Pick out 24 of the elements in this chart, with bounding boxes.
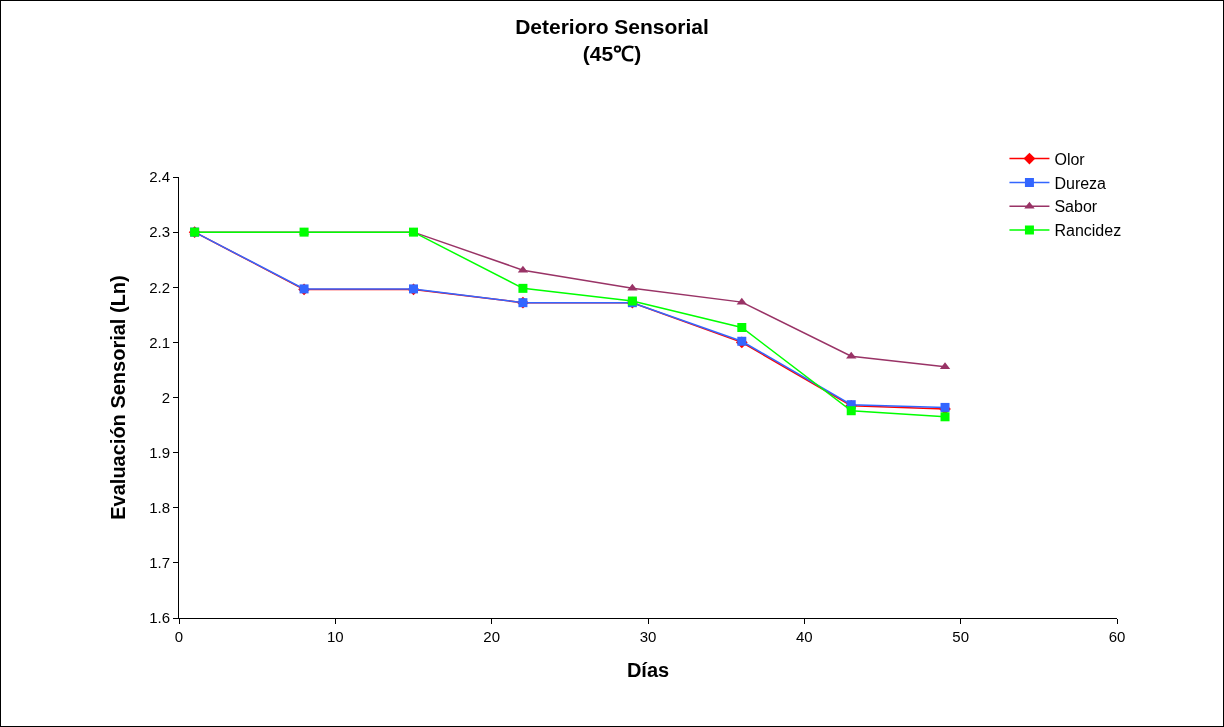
- legend-label: Sabor: [1054, 198, 1098, 216]
- x-axis-title: Días: [626, 658, 670, 681]
- y-tick-label: 2.1: [149, 333, 170, 351]
- y-tick-label: 2.4: [149, 168, 170, 186]
- y-axis-title: Evaluación Sensorial (Ln): [106, 275, 129, 520]
- y-tick-label: 1.7: [149, 554, 170, 572]
- y-tick-label: 2.2: [149, 278, 170, 296]
- x-tick-label: 50: [952, 628, 970, 645]
- y-tick-label: 2: [161, 388, 170, 406]
- y-tick-label: 1.8: [149, 499, 170, 516]
- x-tick-label: 60: [1108, 628, 1126, 645]
- x-tick-label: 0: [174, 628, 184, 645]
- x-tick-label: 10: [326, 628, 344, 645]
- legend-label: Dureza: [1054, 174, 1107, 192]
- x-tick-label: 30: [639, 628, 657, 645]
- chart-subtitle: (45℃): [582, 41, 642, 65]
- legend-label: Olor: [1054, 150, 1086, 168]
- chart-title: Deterioro Sensorial: [515, 14, 709, 38]
- legend-label: Rancidez: [1054, 222, 1122, 240]
- y-tick-label: 1.6: [149, 609, 170, 627]
- x-tick-label: 20: [483, 628, 501, 645]
- y-tick-label: 2.3: [149, 223, 170, 241]
- y-tick-label: 1.9: [149, 443, 170, 461]
- x-tick-label: 40: [795, 628, 813, 645]
